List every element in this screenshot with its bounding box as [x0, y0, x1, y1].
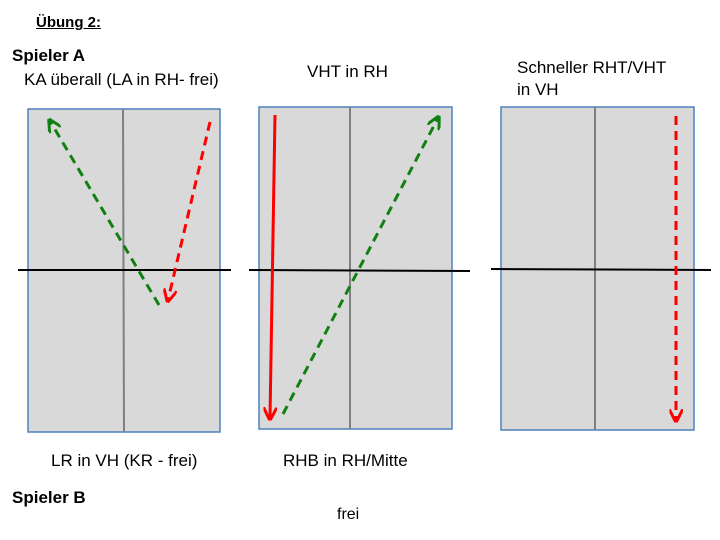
panel-1-top-caption: KA überall (LA in RH- frei)	[24, 70, 219, 89]
panel-2	[248, 106, 471, 430]
table-2	[258, 106, 453, 430]
green-dashed-arrow-1	[50, 121, 161, 306]
panel-3-bottom-caption: frei	[337, 506, 360, 523]
panel-3-top-caption-line2: in VH	[517, 80, 559, 99]
panel-3	[490, 106, 712, 431]
red-solid-arrow-2	[270, 114, 275, 418]
panel-2-bottom-caption: RHB in RH/Mitte	[283, 451, 408, 470]
panel-1	[18, 108, 231, 433]
exercise-title: Übung 2:	[36, 14, 101, 31]
panel-1-bottom-caption: LR in VH (KR - frei)	[51, 451, 198, 470]
net-line-2	[248, 269, 471, 272]
net-line-3	[490, 268, 712, 271]
panel-2-top-caption: VHT in RH	[307, 62, 388, 81]
panel-3-top-caption-line1: Schneller RHT/VHT	[517, 58, 667, 77]
green-dashed-arrow-2	[281, 118, 438, 415]
player-a-label: Spieler A	[12, 46, 86, 65]
player-b-label: Spieler B	[12, 488, 86, 507]
red-dashed-arrow-1	[168, 121, 212, 300]
